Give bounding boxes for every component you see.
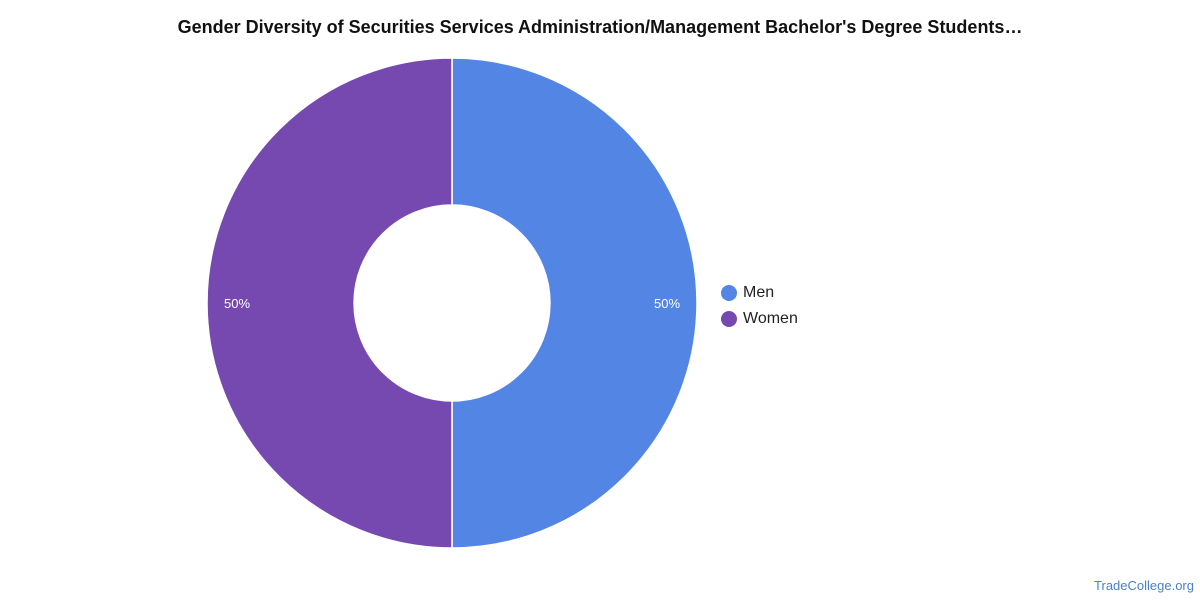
watermark-link[interactable]: TradeCollege.org [1094,578,1194,593]
slice-women[interactable] [206,57,453,549]
legend-swatch-women [721,311,737,327]
legend-item-men[interactable]: Men [721,280,798,306]
slice-men[interactable] [451,57,698,549]
legend-swatch-men [721,285,737,301]
legend-label-women: Women [743,310,798,327]
legend: Men Women [721,280,798,332]
chart-title: Gender Diversity of Securities Services … [177,17,1023,37]
legend-item-women[interactable]: Women [721,306,798,332]
legend-label-men: Men [743,284,775,301]
data-label-women: 50% [224,296,250,311]
data-label-men: 50% [654,296,680,311]
